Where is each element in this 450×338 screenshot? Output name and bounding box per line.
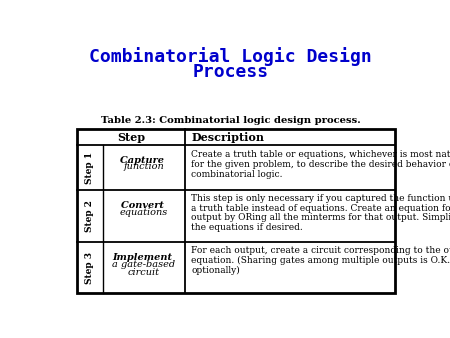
Text: Step: Step bbox=[117, 132, 145, 143]
Text: output by ORing all the minterms for that output. Simplify: output by ORing all the minterms for tha… bbox=[191, 213, 450, 222]
Text: For each output, create a circuit corresponding to the output's: For each output, create a circuit corres… bbox=[191, 246, 450, 255]
Text: Step 2: Step 2 bbox=[86, 200, 94, 232]
Text: circuit: circuit bbox=[128, 268, 160, 277]
Bar bbox=[77, 129, 395, 293]
Text: equation. (Sharing gates among multiple outputs is O.K.: equation. (Sharing gates among multiple … bbox=[191, 256, 450, 265]
Text: a gate-based: a gate-based bbox=[112, 260, 176, 269]
Text: Capture: Capture bbox=[120, 156, 167, 165]
Text: Process: Process bbox=[193, 63, 269, 81]
Text: Implement: Implement bbox=[112, 253, 176, 262]
Text: This step is only necessary if you captured the function using: This step is only necessary if you captu… bbox=[191, 194, 450, 202]
Text: the equations if desired.: the equations if desired. bbox=[191, 223, 303, 232]
Text: optionally): optionally) bbox=[191, 266, 240, 275]
Text: combinatorial logic.: combinatorial logic. bbox=[191, 170, 283, 179]
Text: function: function bbox=[123, 162, 164, 171]
Text: equations: equations bbox=[120, 208, 168, 217]
Text: Table 2.3: Combinatorial logic design process.: Table 2.3: Combinatorial logic design pr… bbox=[101, 116, 360, 125]
Text: Convert: Convert bbox=[121, 201, 167, 210]
Text: Step 3: Step 3 bbox=[86, 251, 94, 284]
Text: Step 1: Step 1 bbox=[86, 151, 94, 184]
Text: a truth table instead of equations. Create an equation for each: a truth table instead of equations. Crea… bbox=[191, 203, 450, 213]
Text: for the given problem, to describe the desired behavior of the: for the given problem, to describe the d… bbox=[191, 160, 450, 169]
Text: Combinatorial Logic Design: Combinatorial Logic Design bbox=[89, 47, 372, 66]
Text: Description: Description bbox=[191, 132, 264, 143]
Text: Create a truth table or equations, whichever is most natural: Create a truth table or equations, which… bbox=[191, 150, 450, 159]
